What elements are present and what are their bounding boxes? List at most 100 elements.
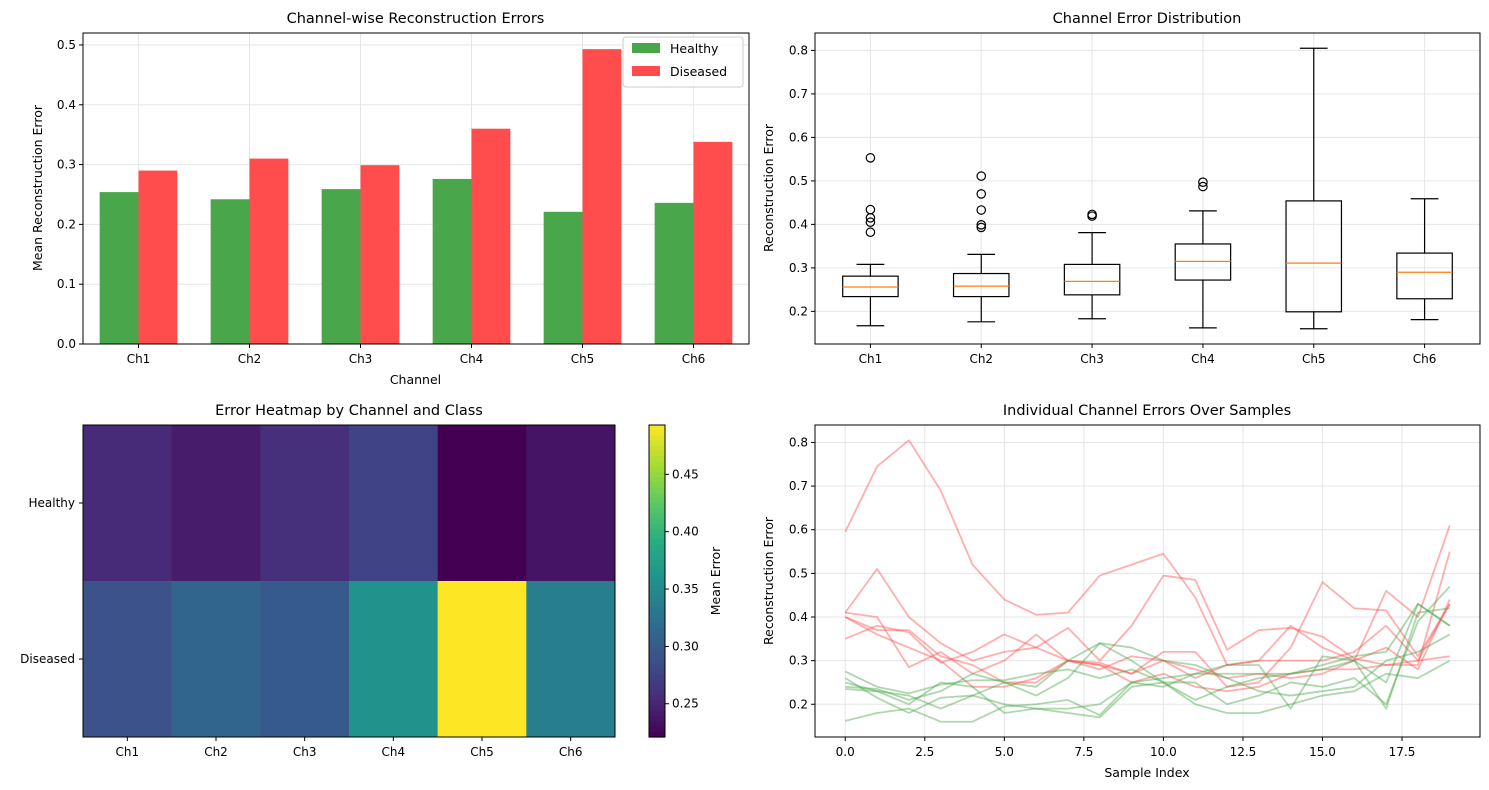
colorbar-strip [649, 487, 665, 494]
heatmap-xtick-label: Ch1 [116, 745, 140, 759]
heatmap-ytick-label: Diseased [20, 652, 75, 666]
box-flier [865, 213, 876, 223]
colorbar-strip [649, 539, 665, 546]
colorbar-strip [649, 471, 665, 478]
line-series-healthy-6 [844, 603, 1451, 701]
colorbar-strip [649, 596, 665, 603]
colorbar-strip [649, 591, 665, 598]
line-series-diseased-1 [844, 551, 1451, 666]
line-chart-panel: Individual Channel Errors Over Samples S… [761, 403, 1481, 780]
bar-healthy-ch5 [543, 211, 583, 344]
bar-diseased-ch3 [360, 165, 400, 344]
heatmap-ytick-label: Healthy [28, 496, 75, 510]
heatmap-panel: Error Heatmap by Channel and Class Ch1 Ch… [20, 403, 723, 759]
line-chart-xtick-label: 0.0 [836, 745, 855, 759]
box-flier [976, 189, 987, 199]
box-plot-ytick-label: 0.7 [789, 87, 808, 101]
colorbar-strip [649, 529, 665, 535]
box-flier [976, 205, 987, 215]
heatmap-cell-healthy-ch2 [171, 425, 261, 582]
colorbar-tick-label: 0.40 [672, 525, 699, 539]
bar-chart-ytick-label: 0.5 [57, 38, 76, 52]
line-chart-ytick-label: 0.2 [789, 697, 808, 711]
heatmap-title: Error Heatmap by Channel and Class [215, 403, 483, 419]
box-plot-xtick-label: Ch6 [1413, 352, 1437, 366]
heatmap-cell-diseased-ch4 [349, 581, 439, 738]
colorbar-strip [649, 726, 665, 733]
colorbar-strip [649, 643, 665, 650]
box-plot-frame [814, 32, 1481, 345]
line-series-diseased-5 [844, 603, 1451, 684]
bar-diseased-ch5 [582, 49, 622, 345]
colorbar-strip [649, 711, 665, 717]
colorbar-strip [649, 659, 665, 665]
heatmap-xtick-label: Ch6 [559, 745, 583, 759]
line-chart-frame [814, 424, 1481, 738]
box-plot-ytick-label: 0.3 [789, 261, 808, 275]
heatmap-colorbar: 0.25 0.30 0.35 0.40 0.45 [648, 424, 699, 738]
legend-swatch-healthy [632, 43, 660, 53]
colorbar-strip [649, 705, 665, 712]
box-ch2 [952, 171, 1010, 323]
colorbar-strip [649, 679, 665, 686]
colorbar-strip [649, 570, 665, 577]
colorbar-tick-label: 0.35 [672, 582, 699, 596]
colorbar-tick-label: 0.25 [672, 697, 699, 711]
line-chart-xtick-label: 5.0 [995, 745, 1014, 759]
colorbar-strip [649, 430, 665, 436]
colorbar-strip [649, 581, 665, 587]
colorbar-strip [649, 586, 665, 592]
bar-chart-xlabel: Channel [390, 372, 441, 387]
colorbar-strip [649, 633, 665, 639]
colorbar-strip [649, 731, 665, 738]
line-chart-ytick-label: 0.5 [789, 566, 808, 580]
line-chart-ytick-label: 0.3 [789, 654, 808, 668]
legend-label-healthy: Healthy [670, 41, 719, 56]
box-flier [1198, 177, 1208, 187]
line-chart-xtick-label: 2.5 [915, 745, 934, 759]
colorbar-strip [649, 716, 665, 722]
heatmap-xtick-label: Ch3 [293, 745, 317, 759]
bar-chart-xtick-label: Ch4 [460, 352, 484, 366]
heatmap-cell-healthy-ch4 [349, 425, 439, 582]
colorbar-strip [649, 461, 665, 468]
heatmap-xtick-label: Ch2 [204, 745, 228, 759]
line-series-diseased-0 [844, 439, 1451, 666]
bar-chart-legend: Healthy Diseased [622, 36, 744, 88]
bar-diseased-ch2 [249, 158, 289, 344]
colorbar-strip [649, 638, 665, 644]
heatmap-cell-diseased-ch6 [526, 581, 616, 738]
line-series-healthy-9 [845, 603, 1451, 723]
heatmap-cell-diseased-ch3 [260, 581, 350, 738]
box-plot-ytick-label: 0.4 [789, 217, 808, 231]
box-plot-panel: Channel Error Distribution Reconstructio… [761, 11, 1481, 366]
bar-chart-xtick-label: Ch2 [238, 352, 262, 366]
colorbar-strip [649, 721, 665, 728]
line-series-diseased-3 [844, 599, 1451, 679]
box-ch3 [1063, 209, 1121, 320]
colorbar-strip [649, 549, 665, 556]
line-chart-xtick-label: 17.5 [1389, 745, 1416, 759]
line-series-healthy-7 [845, 585, 1451, 706]
line-chart-ytick-label: 0.8 [789, 435, 808, 449]
colorbar-strip [649, 565, 665, 572]
colorbar-strip [649, 627, 665, 634]
box-flier [976, 171, 987, 181]
colorbar-strip [649, 445, 665, 452]
box-flier [865, 217, 876, 228]
line-chart-xtick-label: 15.0 [1309, 745, 1336, 759]
bar-chart-ytick-label: 0.2 [57, 217, 76, 231]
line-chart-xtick-label: 12.5 [1230, 745, 1257, 759]
box-iqr [842, 275, 899, 298]
box-plot-ytick-label: 0.5 [789, 174, 808, 188]
heatmap-cell-healthy-ch1 [83, 425, 173, 582]
line-chart-ytick-label: 0.6 [789, 523, 808, 537]
box-flier [865, 153, 876, 163]
heatmap-xtick-label: Ch4 [382, 745, 406, 759]
legend-label-diseased: Diseased [670, 64, 727, 79]
colorbar-strip [649, 607, 665, 613]
box-flier [1087, 211, 1097, 221]
colorbar-strip [649, 664, 665, 670]
box-ch1 [842, 153, 899, 327]
colorbar-strip [649, 534, 665, 540]
